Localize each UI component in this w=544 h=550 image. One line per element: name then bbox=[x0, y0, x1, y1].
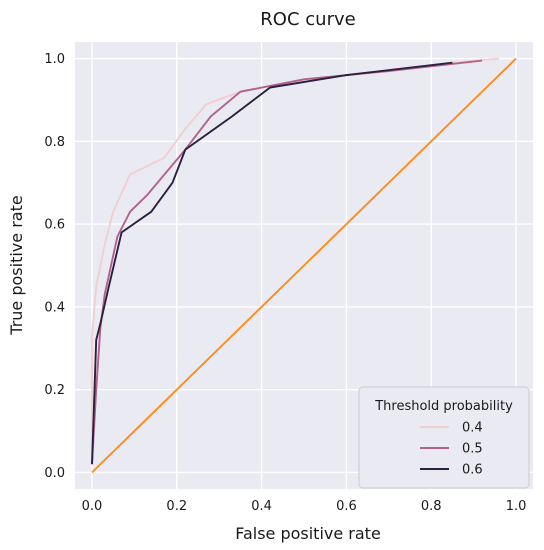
x-axis-label: False positive rate bbox=[235, 524, 381, 543]
legend-box bbox=[358, 386, 530, 489]
y-tick-label: 0.2 bbox=[44, 383, 65, 398]
y-tick-label: 1.0 bbox=[44, 52, 65, 67]
series-lines bbox=[91, 57, 517, 474]
legend: Threshold probability 0.4 0.5 0.6 bbox=[358, 386, 530, 489]
tick-labels: 0.0 0.2 0.4 0.6 0.8 1.0 0.0 0.2 0.4 0.6 0.8 1.0 bbox=[44, 52, 526, 514]
grid bbox=[75, 42, 533, 489]
series-line-0-6 bbox=[91, 61, 453, 465]
series-line-0-5 bbox=[91, 59, 483, 465]
y-tick-label: 0.6 bbox=[44, 218, 65, 233]
y-tick-label: 0.8 bbox=[44, 135, 65, 150]
legend-label: 0.5 bbox=[462, 442, 483, 457]
x-tick-label: 0.0 bbox=[82, 499, 103, 514]
y-tick-label: 0.0 bbox=[44, 466, 65, 481]
x-tick-label: 1.0 bbox=[506, 499, 527, 514]
x-tick-label: 0.2 bbox=[166, 499, 187, 514]
legend-label: 0.6 bbox=[462, 463, 483, 478]
x-tick-label: 0.6 bbox=[336, 499, 357, 514]
legend-label: 0.4 bbox=[462, 421, 483, 436]
x-tick-label: 0.4 bbox=[251, 499, 272, 514]
x-tick-label: 0.8 bbox=[421, 499, 442, 514]
legend-title: Threshold probability bbox=[374, 399, 513, 414]
diagonal-reference-line bbox=[91, 57, 517, 474]
y-axis-label: True positive rate bbox=[7, 195, 26, 335]
y-tick-label: 0.4 bbox=[44, 300, 65, 315]
chart-title: ROC curve bbox=[260, 9, 355, 30]
